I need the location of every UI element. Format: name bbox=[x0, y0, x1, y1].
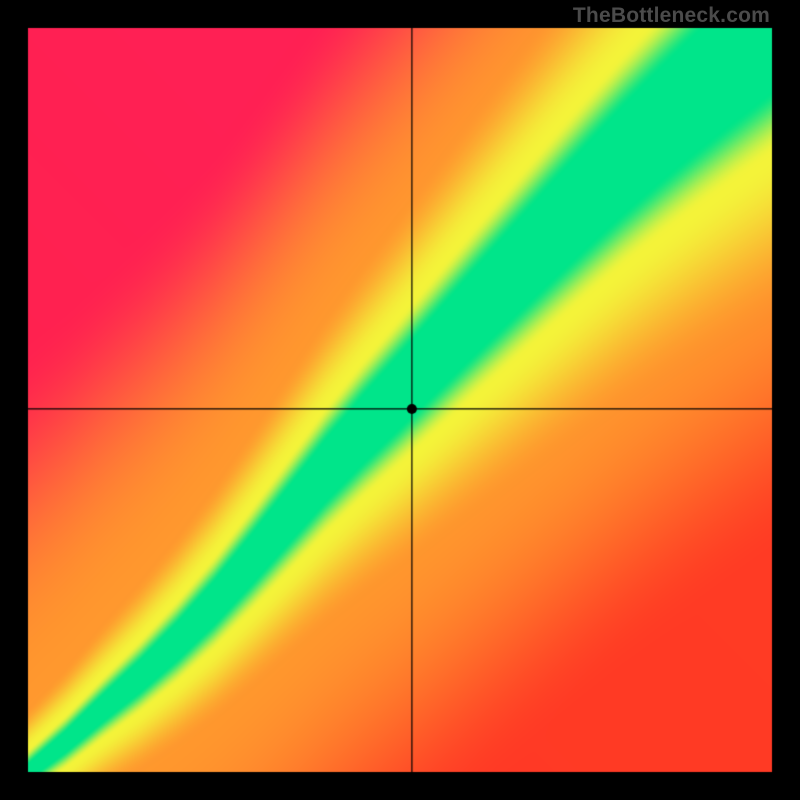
watermark-text: TheBottleneck.com bbox=[573, 4, 770, 28]
chart-container: TheBottleneck.com bbox=[0, 0, 800, 800]
heatmap-canvas bbox=[0, 0, 800, 800]
